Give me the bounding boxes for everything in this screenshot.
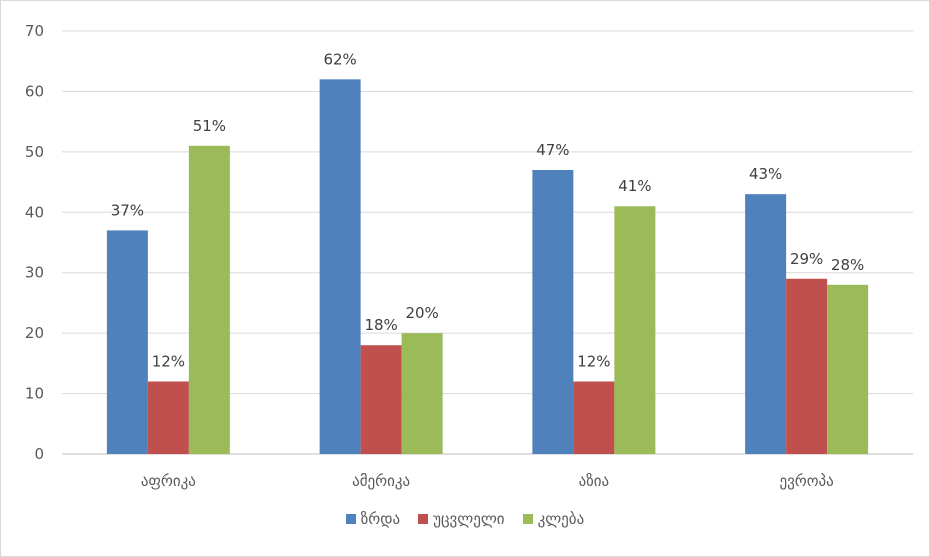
y-tick-label: 50 [25, 143, 44, 161]
legend-item: კლება [522, 510, 585, 528]
y-tick-label: 20 [25, 324, 44, 342]
bar [786, 278, 828, 454]
bar [106, 230, 148, 454]
x-tick-label: ამერიკა [352, 472, 410, 490]
legend-label: უცვლელი [433, 510, 505, 528]
data-label: 47% [536, 141, 569, 159]
y-tick-label: 60 [25, 82, 44, 100]
data-label: 12% [152, 352, 185, 370]
data-label: 28% [831, 256, 864, 274]
x-tick-label: ევროპა [779, 472, 833, 490]
bar [827, 284, 869, 454]
legend-item: ზრდა [345, 510, 401, 528]
bar [401, 333, 443, 454]
data-label: 18% [364, 316, 397, 334]
y-tick-label: 0 [34, 445, 44, 463]
legend-label: კლება [537, 510, 585, 528]
y-tick-label: 40 [25, 203, 44, 221]
bar [188, 145, 230, 455]
legend-swatch [418, 514, 429, 524]
legend-label: ზრდა [360, 510, 401, 528]
data-label: 29% [790, 250, 823, 268]
bar [360, 345, 402, 454]
legend-swatch [345, 514, 356, 524]
data-label: 41% [618, 177, 651, 195]
data-label: 43% [749, 165, 782, 183]
data-label: 62% [323, 50, 356, 68]
chart-legend: ზრდა უცვლელი კლება [0, 510, 930, 528]
y-tick-label: 30 [25, 264, 44, 282]
bar [745, 194, 787, 454]
data-label: 37% [111, 201, 144, 219]
bar [532, 169, 574, 454]
bar [573, 381, 615, 454]
legend-item: უცვლელი [418, 510, 505, 528]
y-tick-label: 70 [25, 22, 44, 40]
bar [147, 381, 189, 454]
legend-swatch [522, 514, 533, 524]
data-label: 12% [577, 352, 610, 370]
data-label: 51% [193, 117, 226, 135]
bar [319, 79, 361, 454]
data-label: 20% [405, 304, 438, 322]
bar [614, 206, 656, 454]
x-tick-label: აფრიკა [141, 472, 196, 490]
y-tick-label: 10 [25, 385, 44, 403]
x-tick-label: აზია [579, 472, 610, 490]
